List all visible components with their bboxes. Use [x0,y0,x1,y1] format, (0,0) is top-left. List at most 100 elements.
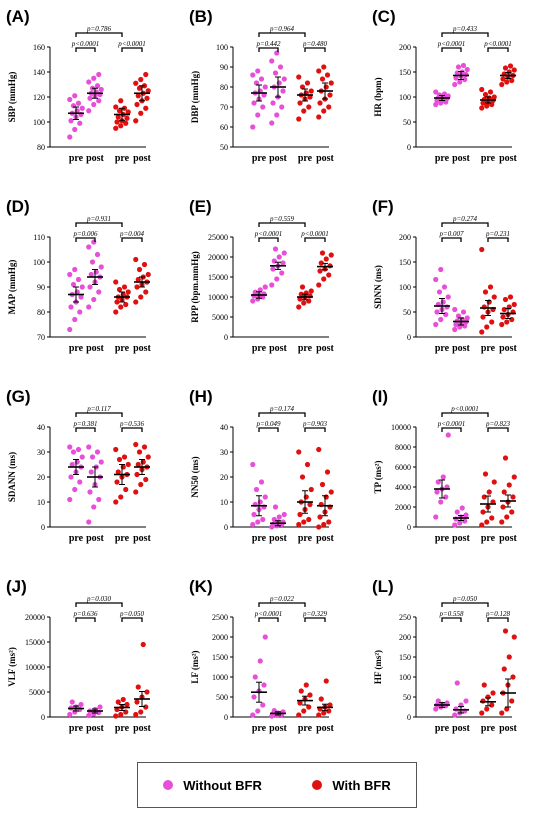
bracket-between-groups [75,222,123,227]
x-group-label: pre [298,343,313,354]
data-point [435,479,441,485]
data-point [452,522,458,528]
data-point [70,449,77,455]
data-point [319,76,326,82]
data-point [120,696,126,703]
bracket-between-groups-label: p=0.022 [269,595,294,603]
data-point [321,64,327,70]
data-point [303,494,309,500]
data-point [115,469,121,475]
data-point [501,489,507,495]
y-tick-label: 70 [220,103,228,112]
data-point [316,446,322,453]
bracket-between-groups-label: p=0.964 [269,25,294,33]
y-tick-label: 100 [399,283,411,292]
y-tick-label: 140 [33,68,45,77]
data-point [143,476,149,483]
data-point [89,454,96,460]
data-point [113,279,119,285]
data-point [499,710,505,716]
data-point [501,666,507,672]
bracket-with-bfr-label: p=0.004 [119,230,144,238]
bracket-between-groups-label: p=0.931 [86,215,111,223]
y-tick-label: 10 [37,498,45,507]
data-point [250,712,256,718]
y-axis-label: SDNN (ms) [373,265,383,309]
data-point [504,514,510,520]
data-point [316,712,322,718]
data-point [136,449,143,455]
y-tick-label: 25000 [208,233,228,242]
bracket-between-groups [258,602,306,607]
data-point [143,289,149,295]
bracket-between-groups [258,222,306,227]
bracket-without-bfr [75,47,96,52]
data-point [260,516,266,523]
bracket-between-groups [75,32,123,37]
y-tick-label: 1500 [212,653,228,662]
data-point [144,95,150,101]
y-tick-label: 40 [220,423,228,432]
x-group-label: post [133,723,151,734]
y-tick-label: 0 [224,523,228,532]
y-tick-label: 5000 [29,688,45,697]
data-point [326,708,332,714]
data-point [491,94,497,100]
bracket-with-bfr-label: p=0.823 [485,420,510,428]
data-point [464,66,470,73]
data-point [484,324,490,330]
data-point [463,512,469,518]
data-point [86,712,92,719]
y-axis-label: HF (ms²) [373,650,383,684]
data-point [133,256,139,263]
data-point [438,316,444,323]
data-point [272,246,279,252]
data-point [115,114,121,120]
data-point [321,710,327,716]
y-tick-label: 5000 [212,313,228,322]
y-tick-label: 90 [37,283,45,292]
data-point [79,454,85,460]
data-point [479,105,485,111]
data-point [91,504,97,510]
data-point [72,126,78,133]
x-group-label: pre [298,153,313,164]
data-point [440,299,446,305]
data-point [250,124,256,130]
data-point [77,120,83,126]
y-tick-label: 50 [403,118,411,127]
data-point [460,309,467,315]
data-point [251,511,257,518]
data-point [327,702,333,708]
data-point [79,284,85,290]
data-point [484,519,490,525]
data-point [143,704,149,710]
data-point [133,80,139,86]
data-point [67,96,73,103]
data-point [79,105,85,111]
data-point [506,654,512,660]
data-point [113,713,119,719]
data-point [113,446,119,453]
data-point [326,272,332,278]
data-point [297,100,303,106]
data-point [257,658,263,664]
data-point [118,494,124,500]
data-point [328,489,334,495]
data-point [86,519,92,525]
data-point [255,112,261,118]
data-point [68,304,74,310]
data-point [67,496,73,503]
bracket-without-bfr-label: p=0.006 [73,230,98,238]
data-point [253,80,260,86]
data-point [125,109,131,115]
bracket-between-groups-label: p=0.117 [86,405,111,413]
data-point [438,499,444,505]
data-point [502,628,509,634]
panel-letter: (K) [189,577,213,596]
data-point [86,79,92,85]
data-point [281,511,287,518]
